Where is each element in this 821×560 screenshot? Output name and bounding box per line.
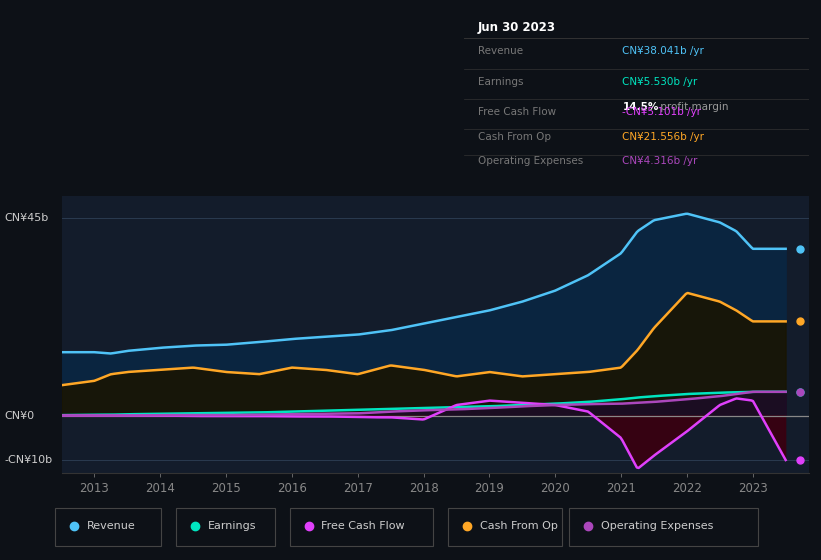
Text: Jun 30 2023: Jun 30 2023 xyxy=(478,21,556,34)
Text: Cash From Op: Cash From Op xyxy=(480,521,557,531)
Text: Operating Expenses: Operating Expenses xyxy=(601,521,713,531)
Text: -CN¥10b: -CN¥10b xyxy=(4,455,53,465)
Text: CN¥0: CN¥0 xyxy=(4,411,34,421)
Text: profit margin: profit margin xyxy=(657,102,728,112)
Text: Free Cash Flow: Free Cash Flow xyxy=(478,107,556,117)
Text: Free Cash Flow: Free Cash Flow xyxy=(321,521,405,531)
Text: CN¥45b: CN¥45b xyxy=(4,213,48,223)
Text: Cash From Op: Cash From Op xyxy=(478,133,551,142)
Text: -CN¥5.101b /yr: -CN¥5.101b /yr xyxy=(622,107,701,117)
Text: CN¥4.316b /yr: CN¥4.316b /yr xyxy=(622,156,698,166)
Text: CN¥5.530b /yr: CN¥5.530b /yr xyxy=(622,77,698,87)
Text: Earnings: Earnings xyxy=(208,521,257,531)
Text: CN¥21.556b /yr: CN¥21.556b /yr xyxy=(622,133,704,142)
Text: 14.5%: 14.5% xyxy=(622,102,659,112)
Text: CN¥38.041b /yr: CN¥38.041b /yr xyxy=(622,46,704,57)
Text: Earnings: Earnings xyxy=(478,77,523,87)
Text: Operating Expenses: Operating Expenses xyxy=(478,156,583,166)
Text: Revenue: Revenue xyxy=(478,46,523,57)
Text: Revenue: Revenue xyxy=(87,521,136,531)
